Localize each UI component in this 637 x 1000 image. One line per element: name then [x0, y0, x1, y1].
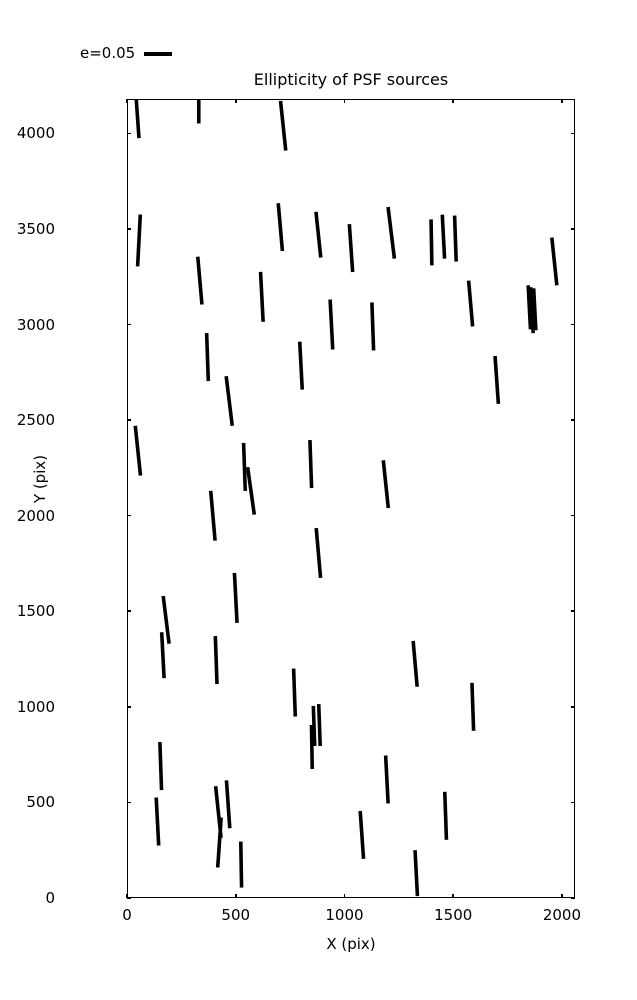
y-tick-mark-right	[571, 801, 575, 804]
y-tick-label: 1000	[16, 697, 55, 716]
y-tick-mark-right	[571, 419, 575, 421]
y-tick-mark-right	[571, 323, 575, 326]
y-tick-mark-right	[571, 132, 575, 135]
x-tick-mark	[343, 894, 346, 898]
x-tick-label: 1000	[325, 906, 364, 924]
y-tick-mark	[127, 801, 131, 804]
x-tick-mark-top	[452, 99, 454, 103]
page-title: Ellipticity of PSF sources	[253, 70, 449, 89]
y-tick-mark-right	[571, 706, 575, 708]
x-tick-mark-top	[234, 99, 237, 103]
y-tick-mark-right	[571, 228, 575, 230]
y-tick-mark	[127, 228, 131, 230]
y-tick-mark	[127, 323, 131, 326]
x-tick-label: 2000	[542, 906, 582, 924]
y-tick-label: 4000	[16, 124, 55, 143]
x-tick-label: 0	[122, 906, 132, 924]
y-tick-mark-right	[571, 897, 575, 899]
y-tick-label: 500	[26, 793, 55, 812]
x-tick-mark-top	[343, 99, 346, 103]
x-tick-mark	[234, 894, 237, 898]
y-tick-label: 1500	[16, 602, 55, 621]
x-tick-mark-top	[126, 99, 128, 103]
y-tick-label: 3500	[16, 219, 55, 238]
x-tick-label: 500	[221, 906, 251, 924]
y-tick-mark	[127, 706, 131, 708]
x-tick-mark-top	[561, 99, 563, 103]
y-tick-mark-right	[571, 514, 575, 517]
y-tick-mark	[127, 514, 131, 517]
y-tick-mark	[127, 132, 131, 135]
legend-label: e=0.05	[80, 44, 136, 62]
legend-whisker-marker	[144, 51, 173, 56]
y-tick-mark	[127, 897, 131, 899]
x-tick-label: 1500	[434, 906, 473, 924]
y-tick-mark-right	[571, 610, 575, 613]
legend: e=0.05	[80, 44, 173, 62]
x-axis-label: X (pix)	[326, 935, 376, 953]
y-tick-mark	[127, 610, 131, 613]
y-tick-label: 3000	[16, 315, 55, 334]
y-tick-mark	[127, 419, 131, 421]
y-axis-label: Y (pix)	[31, 454, 49, 504]
x-tick-mark	[126, 894, 128, 898]
x-tick-mark	[561, 894, 563, 898]
y-tick-label: 2000	[16, 506, 55, 525]
axes-frame	[127, 99, 575, 898]
x-tick-mark	[452, 894, 454, 898]
y-tick-label: 2500	[16, 411, 55, 430]
y-tick-label: 0	[45, 889, 55, 907]
